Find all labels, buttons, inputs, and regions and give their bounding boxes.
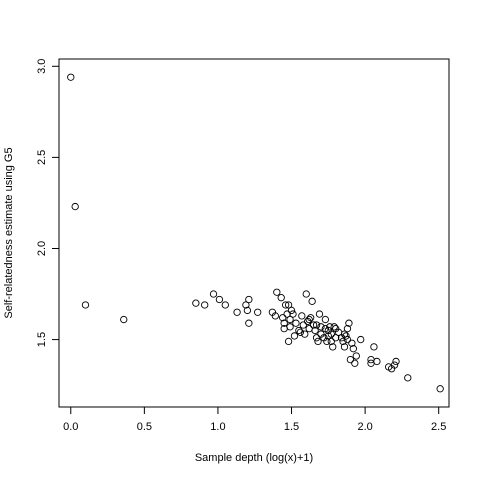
data-point — [302, 290, 310, 298]
data-point — [221, 301, 229, 309]
data-point — [340, 343, 349, 351]
x-tick-label: 0.5 — [137, 421, 152, 433]
y-axis-title: Self-relatedness estimate using G5 — [3, 147, 15, 318]
data-point — [296, 328, 305, 336]
data-point — [323, 337, 331, 346]
data-point — [343, 335, 352, 344]
data-point — [245, 319, 253, 327]
data-point — [298, 312, 306, 320]
data-point — [309, 321, 318, 329]
data-point — [254, 308, 262, 316]
data-point — [81, 301, 90, 309]
data-point — [280, 319, 288, 327]
x-tick-label: 0.0 — [63, 421, 78, 433]
data-point — [279, 314, 287, 322]
data-point — [295, 326, 303, 335]
data-point — [392, 357, 400, 366]
data-point — [284, 337, 293, 346]
data-point — [305, 315, 313, 324]
y-tick-label: 3.0 — [36, 59, 48, 74]
data-point — [290, 332, 299, 340]
data-point — [317, 323, 325, 331]
data-point — [315, 310, 324, 318]
y-tick-label: 1.5 — [36, 332, 48, 347]
data-point — [308, 297, 316, 305]
data-point — [201, 301, 209, 309]
data-point — [352, 352, 360, 360]
data-point — [283, 310, 291, 318]
data-point — [289, 310, 297, 318]
x-axis: 0.0 0.5 1.0 1.5 2.0 2.5 — [63, 407, 446, 433]
data-point — [312, 334, 321, 342]
data-point — [286, 323, 294, 331]
data-point — [314, 337, 322, 346]
data-point — [271, 312, 279, 320]
x-axis-title: Sample depth (log(x)+1) — [195, 452, 313, 464]
data-point — [305, 325, 313, 333]
data-point — [120, 315, 128, 324]
data-point — [233, 308, 241, 316]
data-point — [242, 301, 250, 309]
data-point — [329, 343, 337, 351]
data-point — [312, 321, 321, 329]
data-point — [281, 301, 290, 309]
data-point — [332, 334, 340, 342]
data-point — [192, 299, 200, 307]
data-point — [292, 319, 300, 327]
x-tick-label: 2.0 — [357, 421, 372, 433]
data-point — [340, 330, 349, 338]
data-point — [307, 314, 315, 322]
x-tick-label: 2.5 — [431, 421, 446, 433]
data-point — [327, 330, 335, 338]
data-point — [284, 301, 293, 309]
data-point — [373, 357, 381, 366]
x-tick-label: 1.0 — [210, 421, 225, 433]
data-point — [348, 339, 356, 347]
y-tick-label: 2.5 — [36, 150, 48, 165]
data-point — [209, 290, 218, 298]
data-point — [342, 332, 350, 340]
data-point — [370, 343, 378, 351]
plot-frame — [58, 58, 450, 408]
data-point — [71, 202, 79, 211]
data-point — [67, 73, 75, 81]
data-point — [321, 315, 330, 324]
data-point — [339, 337, 347, 346]
data-point — [301, 330, 309, 338]
data-point — [215, 295, 224, 304]
data-point — [346, 355, 355, 364]
x-tick-label: 1.5 — [284, 421, 299, 433]
data-point — [390, 361, 399, 369]
data-point — [243, 306, 252, 315]
data-point — [404, 374, 412, 382]
data-points — [67, 73, 444, 393]
data-point — [330, 323, 338, 331]
data-point — [299, 321, 307, 329]
y-axis: 1.5 2.0 2.5 3.0 — [36, 59, 59, 347]
data-point — [345, 319, 353, 327]
y-tick-label: 2.0 — [36, 241, 48, 256]
data-point — [277, 294, 285, 302]
data-point — [343, 325, 352, 333]
data-point — [287, 306, 296, 315]
data-point — [327, 337, 335, 346]
data-point — [349, 345, 357, 353]
data-point — [357, 335, 365, 344]
data-point — [273, 288, 281, 296]
data-point — [436, 385, 444, 393]
data-point — [351, 359, 359, 367]
data-point — [286, 315, 294, 324]
data-point — [245, 295, 253, 304]
data-point — [311, 326, 319, 335]
